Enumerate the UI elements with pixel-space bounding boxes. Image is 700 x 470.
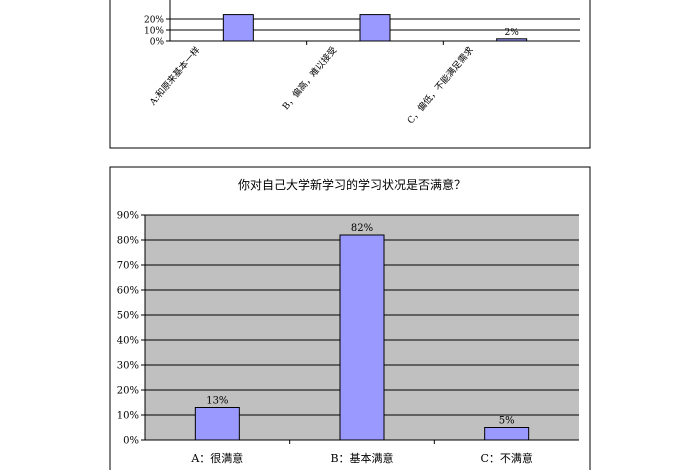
bar [484, 427, 530, 441]
y-tick-label: 70% [117, 261, 139, 272]
category-label: C：不满意 [480, 451, 532, 465]
y-tick-label: 0% [123, 436, 139, 447]
bar [194, 407, 240, 441]
y-tick-label: 30% [117, 361, 139, 372]
chart-2-y-tick-labels: 0% 10% 20% 30% 40% 50% 60% 70% 80% 90% [117, 211, 139, 447]
data-label: 2% [505, 28, 520, 38]
bar [339, 234, 385, 441]
y-tick-label: 90% [117, 211, 139, 222]
y-tick-label: 20% [117, 386, 139, 397]
data-label: 82% [351, 223, 373, 234]
chart-2-bars [194, 234, 530, 441]
y-tick-label: 10% [144, 27, 164, 37]
chart-2-category-labels: A：很满意 B：基本满意 C：不满意 [190, 451, 533, 465]
category-label: B：基本满意 [330, 451, 393, 465]
chart-1-bars [222, 14, 528, 42]
chart-1: 0%10%20% 2% A:和原来基本一样 B，偏高，难以接受 C，偏低，不能满足需… [109, 0, 591, 149]
y-tick-label: 80% [117, 236, 139, 247]
chart-2-title: 你对自己大学新学习的学习状况是否满意？ [238, 177, 466, 192]
data-label: 13% [206, 396, 228, 407]
y-tick-label: 50% [117, 311, 139, 322]
y-tick-label: 0% [150, 38, 165, 48]
y-tick-label: 60% [117, 286, 139, 297]
category-label: A：很满意 [190, 451, 243, 465]
bar [222, 14, 254, 42]
bar [359, 14, 391, 42]
chart-1-y-tick-labels: 0%10%20% [144, 16, 164, 48]
y-tick-label: 20% [144, 16, 164, 26]
chart-2: 你对自己大学新学习的学习状况是否满意？ 0% 10% 20% 30% 40% 50% 60%… [109, 166, 591, 470]
data-label: 5% [499, 416, 515, 427]
y-tick-label: 10% [117, 411, 139, 422]
y-tick-label: 40% [117, 336, 139, 347]
chart-1-data-labels: 2% [505, 28, 520, 38]
chart-2-data-labels: 13% 82% 5% [206, 223, 514, 427]
